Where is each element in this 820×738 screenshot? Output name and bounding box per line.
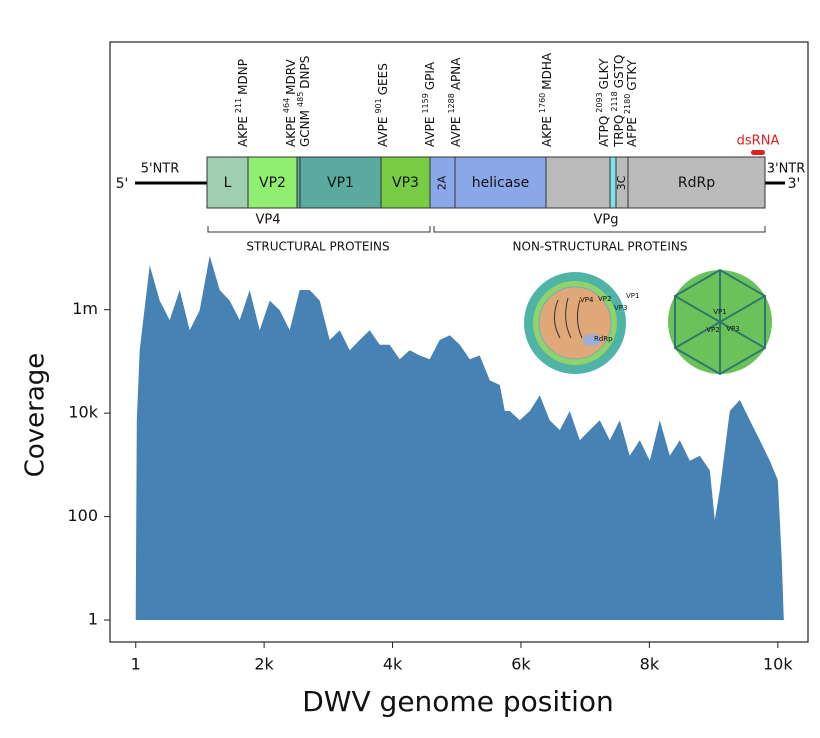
x-tick-label: 4k [383, 655, 403, 674]
site-right: GSTQ [612, 55, 626, 89]
segment-label: helicase [472, 175, 529, 191]
cleavage-site: AKPE 464 MDRV [282, 59, 298, 147]
site-right: APNA [449, 57, 463, 90]
site-right: DNPS [298, 56, 312, 89]
segment [545, 156, 617, 209]
x-tick-label: 6k [511, 655, 531, 674]
site-left: AKPE [236, 116, 250, 147]
site-pos: 2180 [623, 94, 632, 114]
site-right: GTKY [625, 59, 639, 91]
site-left: AFPE [625, 117, 639, 147]
site-pos: 1760 [538, 93, 547, 113]
site-left: TRPQ [612, 115, 626, 148]
dsrna-mark [751, 150, 765, 155]
x-tick-label: 1 [131, 655, 141, 674]
genome-map: 5'NTR 5' 3'NTR 3' dsRNA VP4 VPg STRUCTUR… [116, 52, 806, 378]
site-right: MDRV [284, 59, 298, 95]
segment [454, 156, 547, 209]
end-label: 3' [788, 176, 801, 192]
cleavage-site: AFPE 2180 GTKY [623, 59, 639, 147]
site-left: GCNM [298, 110, 312, 147]
vp4-label: VP4 [255, 213, 280, 228]
site-right: MDHA [540, 52, 554, 90]
bracket [207, 226, 766, 233]
capsid-facets [674, 268, 766, 376]
y-tick-label: 1m [72, 299, 98, 318]
cleavage-site: GCNM 485 DNPS [296, 56, 312, 147]
virion-label: VP1 [626, 292, 639, 300]
end-label: 5' [116, 176, 129, 192]
segment [247, 156, 298, 209]
site-right: GEES [376, 63, 390, 95]
cleavage-site: AVPE 901 GEES [374, 63, 390, 147]
cleavage-site: AKPE 1760 MDHA [538, 52, 554, 147]
site-pos: 485 [296, 92, 305, 107]
segment-label: VP3 [392, 175, 419, 191]
y-tick-label: 1 [88, 610, 98, 629]
segment-label: RdRp [678, 175, 715, 191]
ntr-label: 3'NTR [767, 162, 806, 177]
coverage-area [135, 255, 784, 621]
site-pos: 901 [374, 98, 383, 113]
site-left: AVPE [423, 117, 437, 147]
rdrp [583, 334, 601, 346]
capsid-label: VP2 [706, 326, 719, 334]
site-left: AKPE [540, 116, 554, 147]
segment [380, 156, 431, 209]
segment [206, 156, 249, 209]
ntr-label: 5'NTR [141, 162, 180, 177]
virion-label: VP3 [614, 304, 627, 312]
site-pos: 211 [234, 98, 243, 113]
segment-label: 2A [436, 175, 449, 190]
cleavage-site: AVPE 1288 APNA [447, 57, 463, 147]
segment [627, 156, 766, 209]
site-pos: 2118 [610, 91, 619, 111]
virion-label: VP2 [598, 295, 611, 303]
group-label: NON-STRUCTURAL PROTEINS [513, 240, 688, 254]
segment [429, 156, 456, 209]
site-left: AVPE [376, 117, 390, 147]
x-tick-label: 8k [640, 655, 660, 674]
y-axis-title: Coverage [21, 353, 51, 478]
x-tick-label: 2k [254, 655, 274, 674]
site-right: GPIA [423, 61, 437, 90]
vpg-label: VPg [594, 213, 619, 228]
rna [554, 297, 583, 339]
site-right: GLKY [597, 58, 611, 89]
y-tick-label: 100 [67, 506, 98, 525]
capsid-label: VP3 [726, 325, 739, 333]
segment-label: VP2 [259, 175, 286, 191]
cleavage-site: ATPQ 2093 GLKY [595, 58, 611, 147]
site-pos: 464 [282, 98, 291, 113]
cleavage-site: TRPQ 2118 GSTQ [610, 55, 626, 148]
virion-label: RdRp [594, 335, 613, 343]
y-tick-label: 10k [68, 403, 98, 422]
group-label: STRUCTURAL PROTEINS [246, 240, 389, 254]
segment-label: VP1 [327, 175, 354, 191]
site-pos: 1288 [447, 93, 456, 113]
site-left: AVPE [449, 117, 463, 147]
segment-label: 3C [615, 175, 628, 190]
site-pos: 2093 [595, 92, 604, 112]
cleavage-site: AKPE 211 MDNP [234, 59, 250, 147]
site-right: MDNP [236, 59, 250, 95]
capsid-label: VP1 [713, 308, 726, 316]
site-pos: 1159 [421, 93, 430, 113]
cleavage-site: AVPE 1159 GPIA [421, 61, 437, 147]
site-left: ATPQ [597, 116, 611, 147]
segment [299, 156, 382, 209]
x-axis-title: DWV genome position [302, 685, 614, 718]
segment-label: L [224, 175, 232, 191]
virion-label: VP4 [580, 296, 594, 304]
x-tick-label: 10k [763, 655, 793, 674]
dsrna-label: dsRNA [737, 134, 780, 149]
plot-frame [109, 41, 809, 643]
site-left: AKPE [284, 116, 298, 147]
